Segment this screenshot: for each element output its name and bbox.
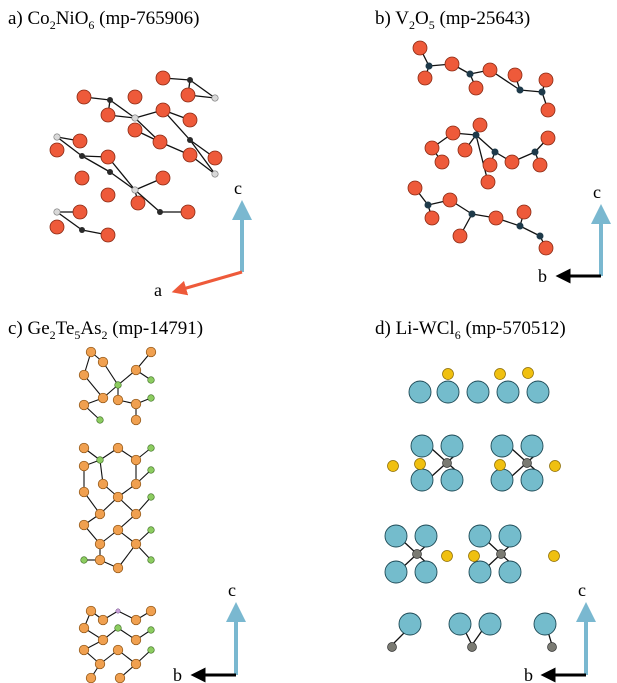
panel-c-title: c) Ge2Te5As2 (mp-14791) bbox=[8, 318, 203, 342]
panel-c-structure bbox=[78, 346, 157, 683]
panel-d-title: d) Li-WCl6 (mp-570512) bbox=[375, 318, 566, 342]
panel-b-title: b) V2O5 (mp-25643) bbox=[375, 8, 530, 32]
panel-b-structure bbox=[407, 40, 556, 256]
panel-a-axes: c a bbox=[154, 178, 252, 300]
panel-b-b-label: b bbox=[538, 266, 547, 286]
panel-a-title: a) Co2NiO6 (mp-765906) bbox=[8, 8, 199, 32]
panel-c-c-label: c bbox=[228, 580, 236, 600]
panel-c-b-label: b bbox=[173, 665, 182, 683]
panel-d-axes: c b bbox=[524, 580, 596, 683]
panel-a-structure bbox=[49, 70, 223, 243]
panel-d-structure bbox=[384, 367, 561, 652]
panel-d-b-label: b bbox=[524, 665, 533, 683]
panel-c-axes: c b bbox=[173, 580, 246, 683]
panel-a-a-arrow bbox=[171, 270, 243, 296]
panel-b-axes: c b bbox=[538, 182, 611, 286]
panel-a-a-label: a bbox=[154, 280, 162, 300]
panel-d-c-label: c bbox=[578, 580, 586, 600]
panel-b-c-label: c bbox=[593, 182, 601, 202]
panel-a-c-label: c bbox=[234, 178, 242, 198]
